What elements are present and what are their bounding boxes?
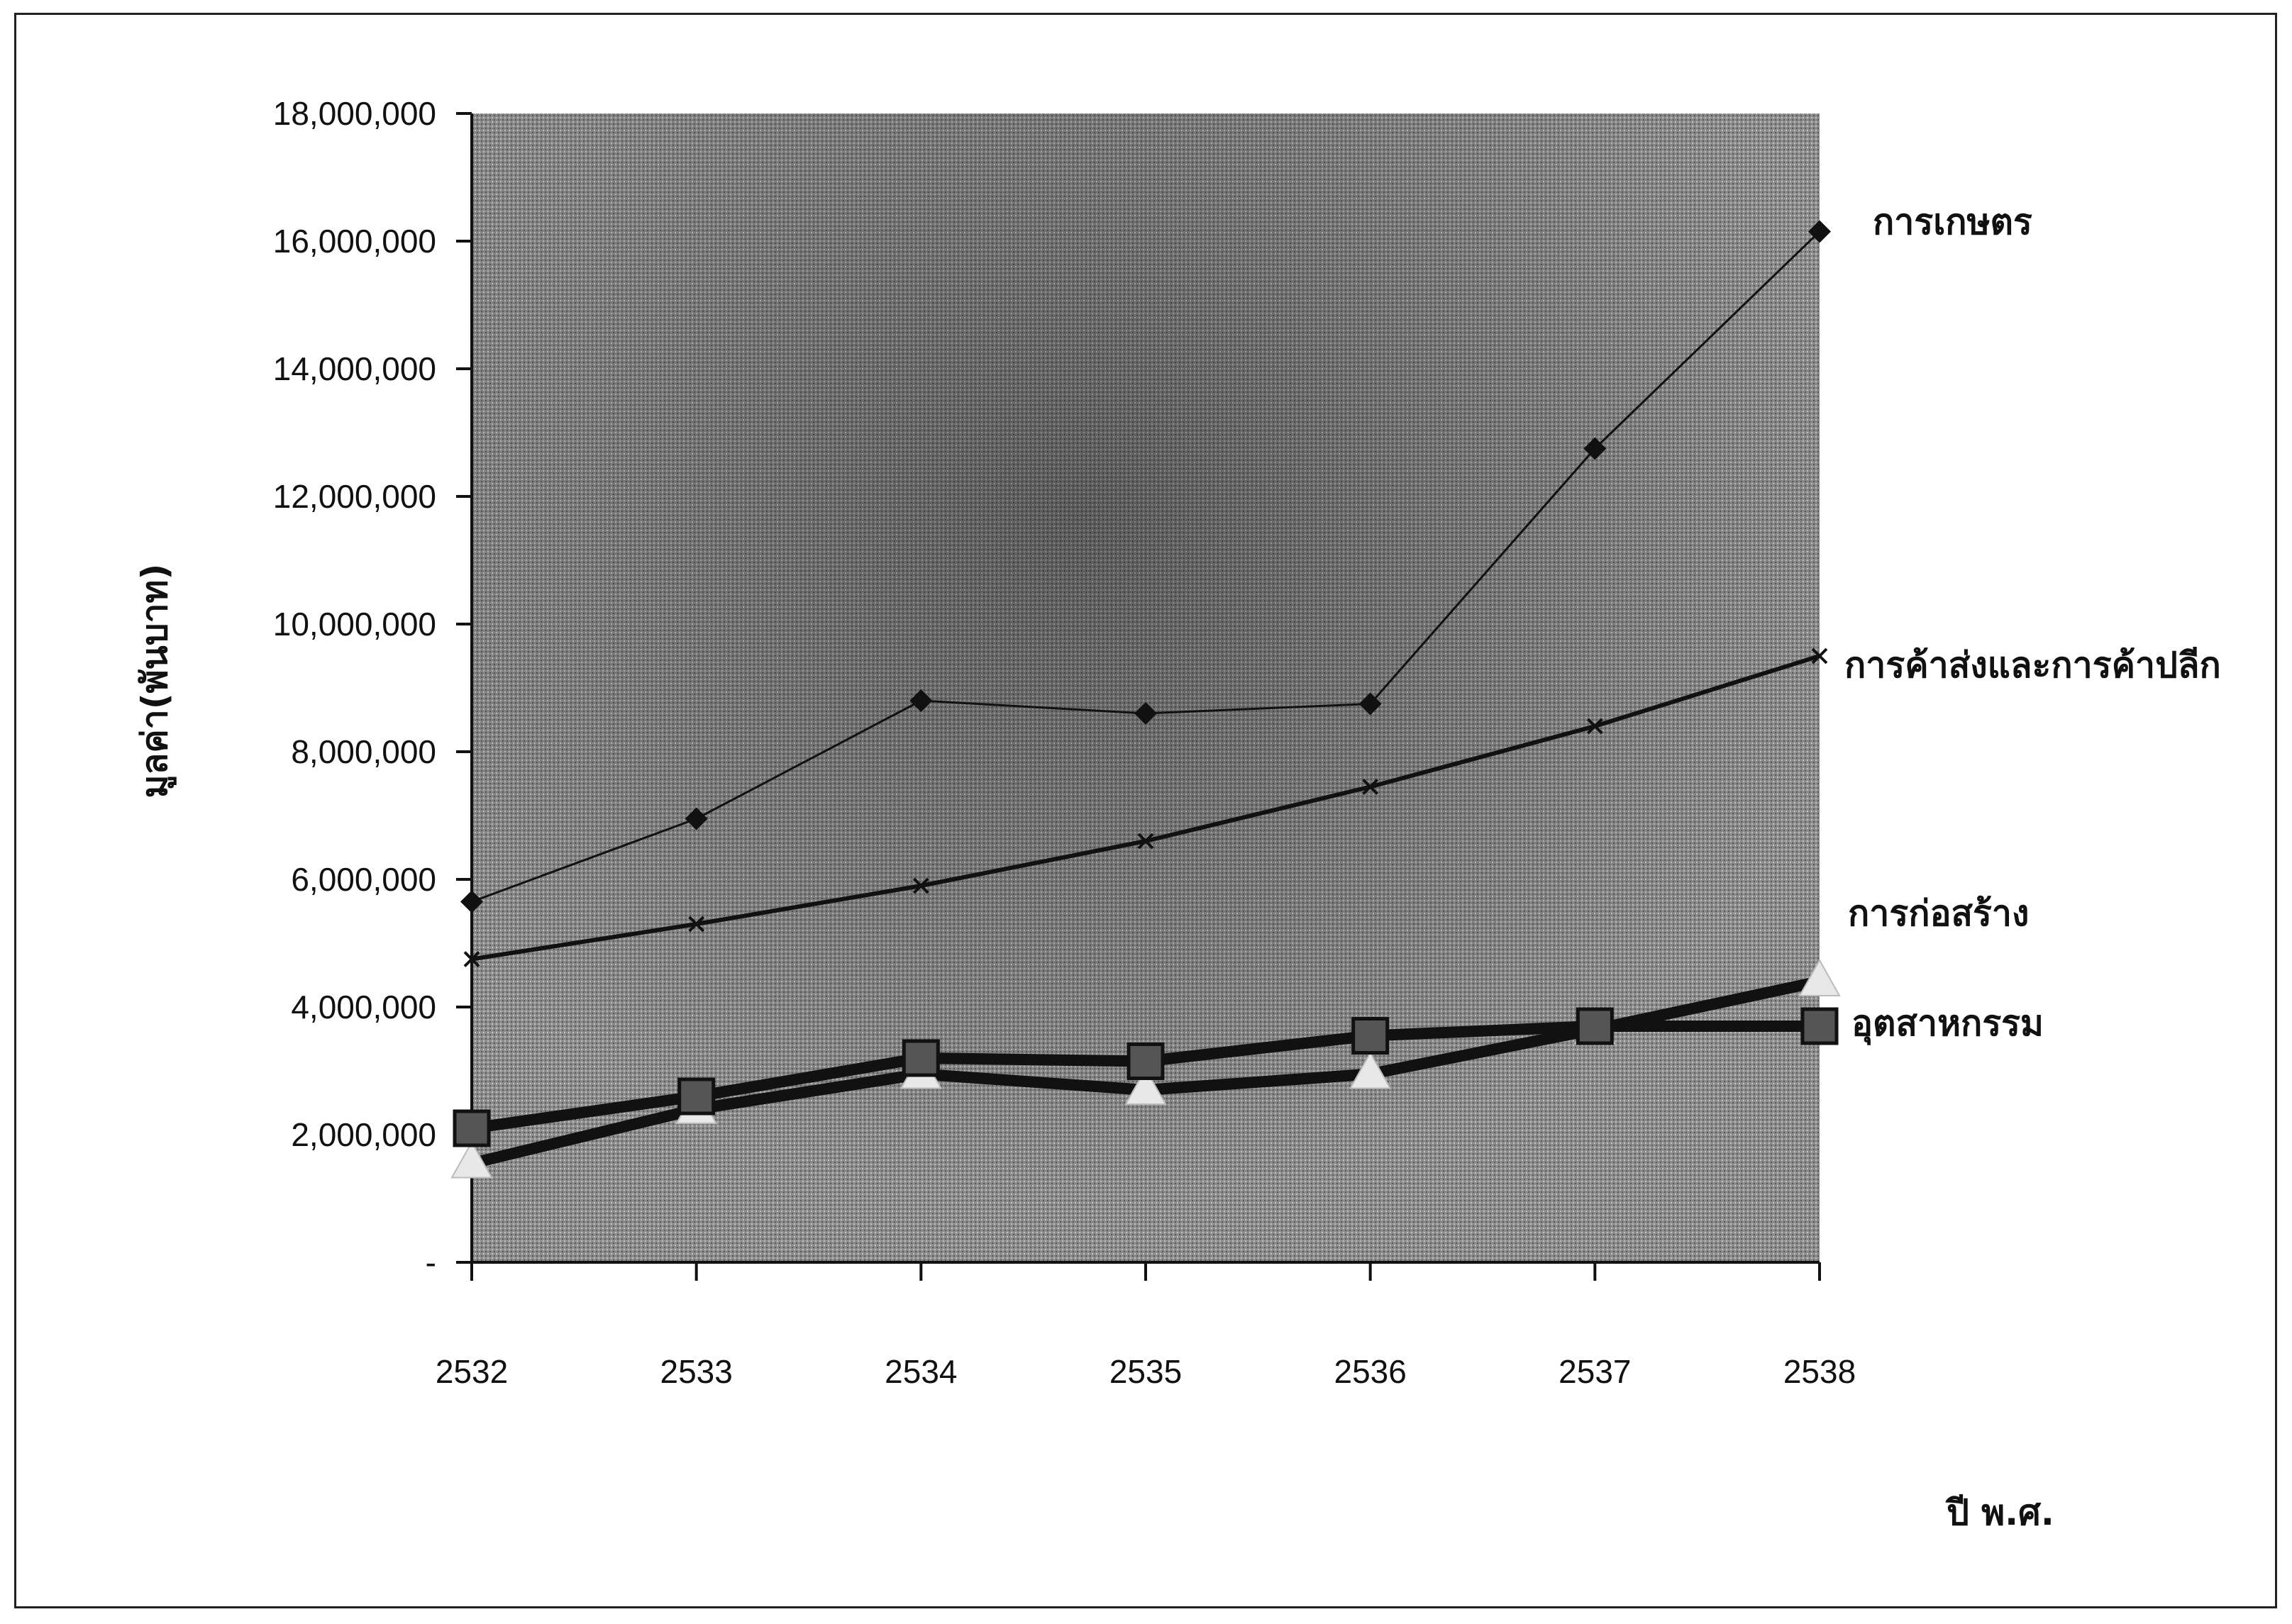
series-2 [463,647,1828,967]
chart-frame [14,13,2277,1608]
data-point-diamond [685,807,708,830]
data-point-x [912,877,929,894]
y-tick-label: 8,000,000 [291,733,436,770]
series-label: อุตสาหกรรม [1851,1003,2044,1045]
data-point-x [688,916,705,933]
x-tick-label: 2534 [885,1353,957,1390]
x-axis-title: ปี พ.ศ. [1945,1492,2054,1533]
y-tick-label: 14,000,000 [273,350,436,387]
data-point-x [1586,718,1603,735]
data-point-triangle [450,1140,493,1179]
data-point-square [453,1109,491,1147]
series-label: การก่อสร้าง [1848,893,2029,934]
y-tick-label: 6,000,000 [291,861,436,898]
x-tick-label: 2535 [1109,1353,1182,1390]
data-point-square [677,1077,716,1116]
data-point-diamond [1583,437,1607,460]
y-tick-label: 2,000,000 [291,1116,436,1153]
x-tick-label: 2536 [1334,1353,1406,1390]
x-tick-label: 2537 [1559,1353,1631,1390]
series-label: การค้าส่งและการค้าปลีก [1844,645,2221,686]
data-point-diamond [1808,220,1831,243]
y-tick-label: 12,000,000 [273,478,436,515]
y-tick-label: 4,000,000 [291,989,436,1025]
y-tick-label: 16,000,000 [273,223,436,260]
data-point-diamond [909,689,933,712]
data-point-square [1126,1042,1165,1080]
y-tick-label: 10,000,000 [273,606,436,643]
data-point-x [1362,779,1379,795]
data-point-square [1800,1007,1839,1045]
series-labels: การเกษตรการค้าส่งและการค้าปลีกการก่อสร้า… [1844,201,2221,1045]
data-point-diamond [1134,702,1157,725]
data-point-triangle [1349,1051,1392,1089]
data-point-square [1576,1007,1614,1045]
data-point-x [463,951,480,967]
series-4 [453,1007,1839,1147]
series-layer [450,220,1841,1179]
y-axis-title: มูลค่า(พันบาท) [134,564,177,799]
data-point-diamond [1358,692,1382,716]
axes: - 2,000,000 4,000,000 6,000,000 8,000,000 10,… [273,95,1856,1390]
series-1 [460,220,1831,913]
y-tick-label: - [426,1244,436,1281]
x-tick-label: 2532 [436,1353,508,1390]
data-point-square [1351,1017,1390,1055]
data-point-triangle [1798,958,1841,996]
series-label: การเกษตร [1873,201,2032,243]
data-point-square [902,1039,940,1077]
data-point-triangle [1124,1067,1167,1105]
data-point-diamond [460,890,483,913]
data-point-x [1137,833,1154,850]
x-tick-label: 2538 [1783,1353,1856,1390]
data-point-x [1811,647,1828,664]
x-tick-label: 2533 [660,1353,732,1390]
y-tick-label: 18,000,000 [273,95,436,132]
